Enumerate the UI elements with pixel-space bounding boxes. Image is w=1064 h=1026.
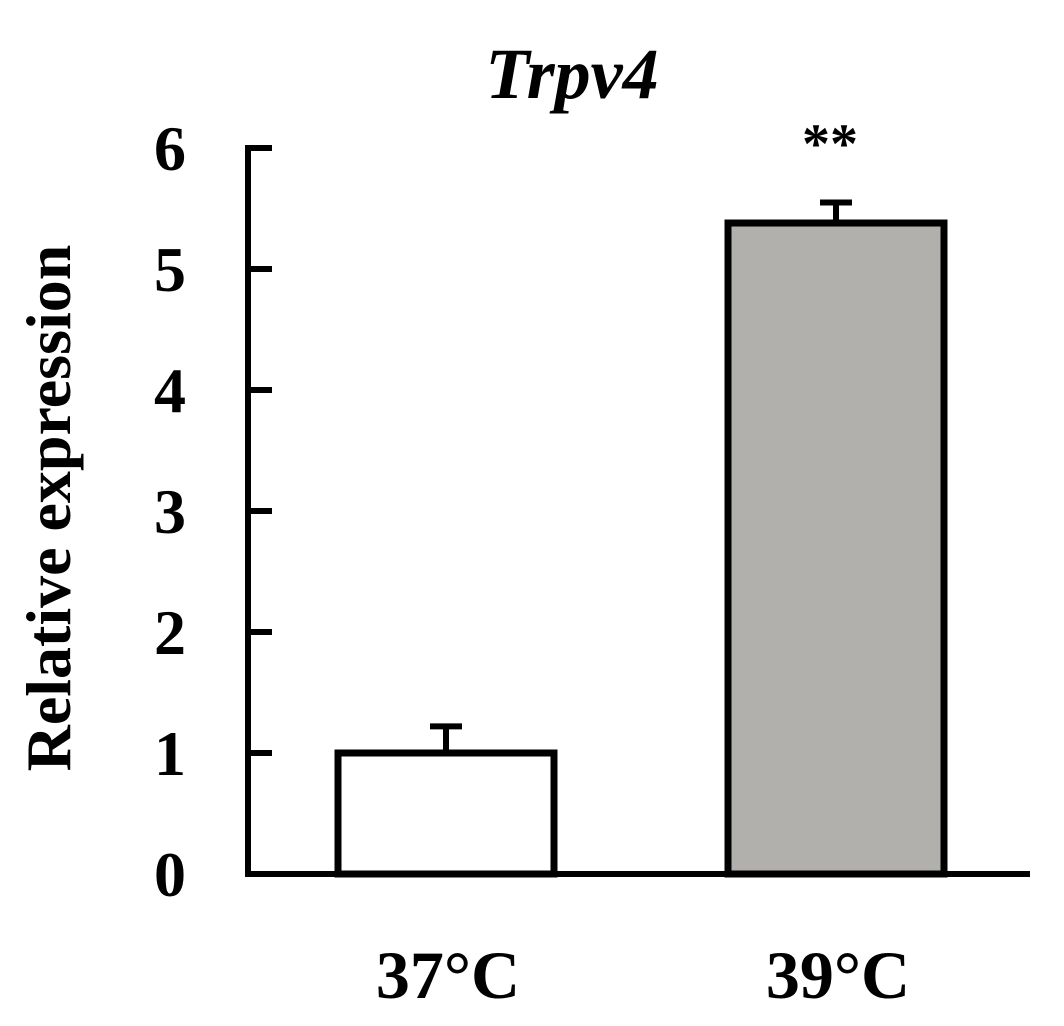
y-axis: 0 1 2 3 4 5 6	[154, 113, 272, 910]
y-tick-label: 3	[154, 476, 186, 547]
y-tick-label: 5	[154, 234, 186, 305]
y-axis-label: Relative expression	[13, 245, 84, 772]
bars: **	[334, 113, 948, 878]
y-tick-label: 0	[154, 839, 186, 910]
chart-title: Trpv4	[485, 34, 658, 114]
x-axis: 37°C 39°C	[376, 937, 910, 1013]
x-tick-label: 39°C	[766, 937, 910, 1013]
bar	[724, 219, 948, 878]
y-tick-label: 4	[154, 355, 186, 426]
y-tick-label: 1	[154, 718, 186, 789]
y-tick-label: 2	[154, 597, 186, 668]
bar	[334, 749, 558, 878]
significance-marker: **	[802, 113, 858, 175]
x-tick-label: 37°C	[376, 937, 520, 1013]
y-tick-label: 6	[154, 113, 186, 184]
